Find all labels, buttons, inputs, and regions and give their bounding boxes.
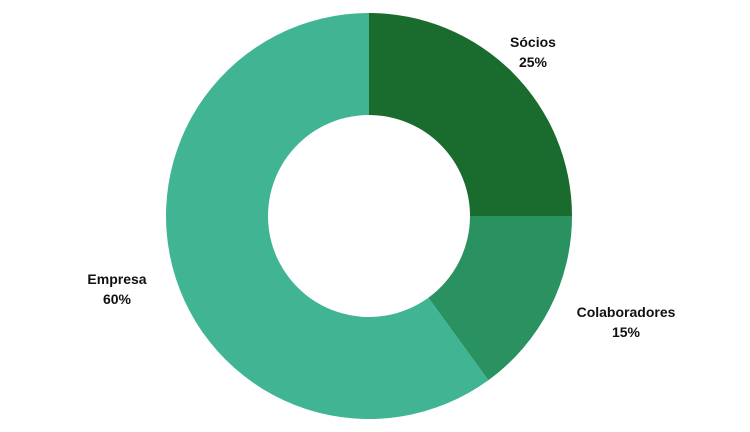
slice-empresa: [165, 13, 489, 419]
slices-group: [165, 13, 572, 419]
slice-value-colaboradores: 15%: [612, 324, 641, 340]
slice-value-empresa: 60%: [103, 291, 132, 307]
slice-colaboradores: [428, 216, 572, 381]
slice-socios: [369, 13, 572, 216]
slice-label-empresa: Empresa: [87, 271, 146, 287]
slice-label-socios: Sócios: [510, 34, 556, 50]
labels-group: Sócios 25% Colaboradores 15% Empresa 60%: [87, 34, 675, 340]
slice-label-colaboradores: Colaboradores: [577, 304, 676, 320]
slice-value-socios: 25%: [519, 54, 548, 70]
